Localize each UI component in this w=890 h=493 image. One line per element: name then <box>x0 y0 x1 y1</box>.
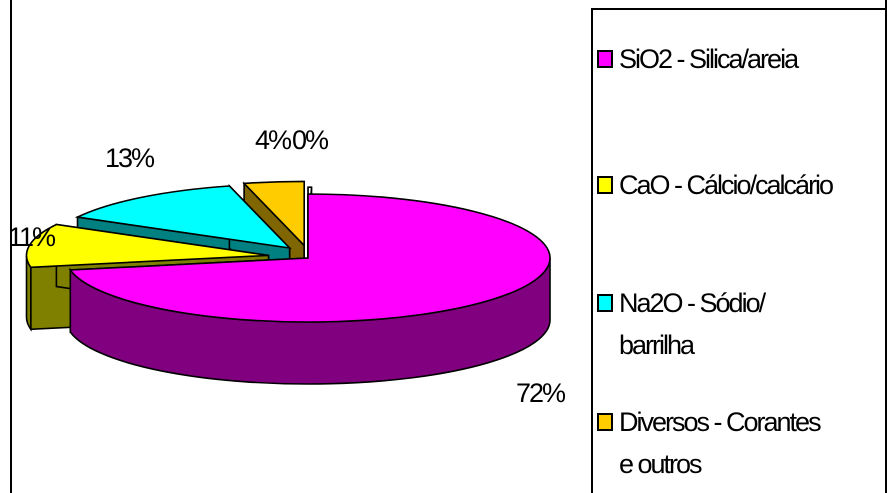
pie-chart: 72% 11% 13% 4% 0% <box>8 125 568 408</box>
data-label-other: 0% <box>292 125 329 155</box>
legend-label-diversos-line1: Diversos - Corantes <box>619 407 822 437</box>
chart-border-right <box>885 0 887 493</box>
data-label-diversos: 4% <box>255 125 292 155</box>
chart-border-left <box>10 0 12 493</box>
slice-top-diversos <box>242 180 305 248</box>
legend-swatch-cao <box>597 176 613 194</box>
slice-top-na2o <box>74 185 292 250</box>
legend-label-sio2: SiO2 - Silica/areia <box>619 44 799 74</box>
legend-label-diversos-line2: e outros <box>619 449 703 479</box>
legend-swatch-na2o <box>597 294 613 312</box>
legend-label-na2o-line1: Na2O - Sódio/ <box>619 288 766 318</box>
data-label-sio2: 72% <box>516 378 566 408</box>
legend-swatch-sio2 <box>597 50 613 68</box>
legend-item-sio2: SiO2 - Silica/areia <box>597 38 799 80</box>
data-label-na2o: 13% <box>105 143 155 173</box>
legend-item-diversos: Diversos - Corantes e outros <box>597 401 822 485</box>
slice-top-sio2 <box>68 193 551 323</box>
legend: SiO2 - Silica/areia CaO - Cálcio/calcári… <box>591 8 885 493</box>
legend-swatch-diversos <box>597 413 613 431</box>
legend-label-cao: CaO - Cálcio/calcário <box>619 170 834 200</box>
legend-item-na2o: Na2O - Sódio/ barrilha <box>597 282 766 366</box>
slice-top-cao <box>25 223 269 269</box>
data-label-cao: 11% <box>8 222 56 252</box>
legend-item-cao: CaO - Cálcio/calcário <box>597 164 834 206</box>
legend-label-na2o-line2: barrilha <box>619 330 695 360</box>
